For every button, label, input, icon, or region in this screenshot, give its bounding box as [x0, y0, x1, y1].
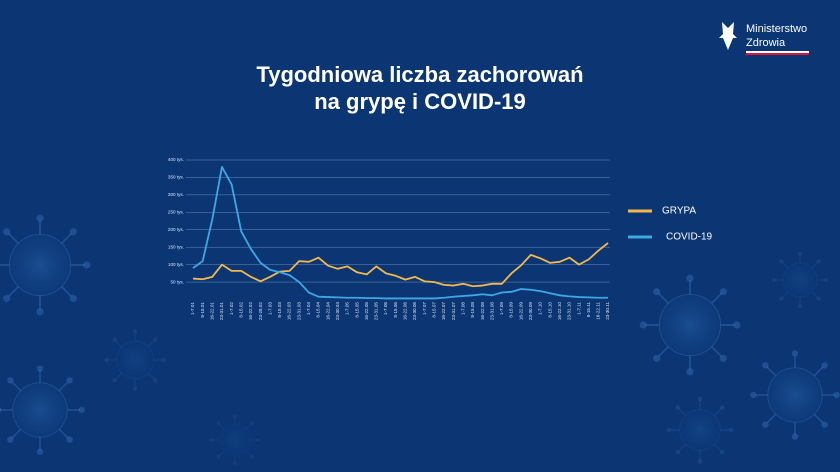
x-tick-label: 8-15.08 — [470, 302, 475, 318]
y-tick-label: 400 tys. — [168, 157, 184, 162]
logo-text: Zdrowia — [746, 37, 786, 49]
eagle-icon — [719, 22, 737, 50]
x-tick-label: 16-22.05 — [364, 302, 369, 321]
flag-red — [746, 53, 809, 55]
x-tick-label: 23-31.08 — [489, 302, 494, 321]
x-tick-label: 8-15.11 — [586, 302, 591, 318]
y-tick-label: 250 tys. — [168, 210, 184, 215]
y-tick-label: 100 tys. — [168, 262, 184, 267]
decoration — [0, 213, 840, 466]
x-tick-label: 23-31.10 — [567, 302, 572, 321]
x-tick-label: 1-7.11 — [576, 302, 581, 315]
x-tick-label: 16-22.11 — [596, 302, 601, 320]
x-tick-label: 8-15.10 — [547, 302, 552, 318]
series-line — [192, 166, 608, 300]
y-tick-label: 350 tys. — [168, 175, 184, 180]
x-tick-label: 1-7.01 — [190, 302, 195, 315]
x-tick-label: 23-31.07 — [451, 302, 456, 321]
x-tick-label: 16-22.01 — [210, 302, 215, 321]
x-tick-label: 16-22.04 — [325, 302, 330, 321]
x-tick-label: 1-7.10 — [538, 302, 543, 315]
x-tick-label: 8-15.09 — [509, 302, 514, 318]
x-tick-label: 16-22.09 — [518, 302, 523, 321]
x-tick-label: 1-7.08 — [460, 302, 465, 315]
x-tick-label: 8-15.06 — [393, 302, 398, 318]
x-tick-label: 23-30.04 — [335, 302, 340, 321]
logo-text: Ministerstwo — [746, 23, 807, 35]
y-tick-label: 50 tys. — [170, 279, 184, 284]
x-tick-label: 1-7.09 — [499, 302, 504, 315]
x-tick-label: 16-22.07 — [441, 302, 446, 321]
y-tick-label: 300 tys. — [168, 192, 184, 197]
x-tick-label: 16-22.10 — [557, 302, 562, 321]
logo: Ministerstwo Zdrowia — [719, 22, 809, 55]
chart-title: na grypę i COVID-19 — [314, 89, 526, 114]
x-tick-label: 8-15.01 — [200, 302, 205, 318]
y-tick-label: 200 tys. — [168, 227, 184, 232]
x-tick-label: 23-31.03 — [296, 302, 301, 321]
x-tick-label: 23-30.06 — [412, 302, 417, 321]
chart-title: Tygodniowa liczba zachorowań — [256, 62, 583, 87]
x-tick-label: 16-22.06 — [403, 302, 408, 321]
series-line — [192, 242, 609, 288]
x-tick-label: 1-7.03 — [267, 302, 272, 315]
x-tick-label: 8-15.05 — [354, 302, 359, 318]
y-tick-label: 150 tys. — [168, 244, 184, 249]
x-tick-label: 1-7.05 — [345, 302, 350, 315]
x-tick-label: 8-15.02 — [238, 302, 243, 318]
x-tick-label: 1-7.06 — [383, 302, 388, 315]
x-tick-label: 16-22.02 — [248, 302, 253, 321]
x-tick-label: 1-7.02 — [229, 302, 234, 315]
x-tick-label: 16-22.08 — [480, 302, 485, 321]
x-tick-label: 1-7.07 — [422, 302, 427, 315]
legend-label: GRYPA — [662, 206, 696, 217]
x-tick-label: 16-22.03 — [287, 302, 292, 321]
x-tick-label: 8-15.04 — [316, 302, 321, 318]
x-tick-label: 23-30.11 — [605, 302, 610, 320]
x-tick-label: 23-30.09 — [528, 302, 533, 321]
x-tick-label: 23-31.05 — [374, 302, 379, 321]
x-tick-label: 23-31.01 — [219, 302, 224, 321]
x-tick-label: 1-7.04 — [306, 302, 311, 315]
x-tick-label: 23-28.02 — [258, 302, 263, 321]
x-tick-label: 8-15.03 — [277, 302, 282, 318]
legend-label: COVID-19 — [666, 232, 713, 243]
flag-white — [746, 51, 809, 53]
x-tick-label: 8-15.07 — [431, 302, 436, 318]
